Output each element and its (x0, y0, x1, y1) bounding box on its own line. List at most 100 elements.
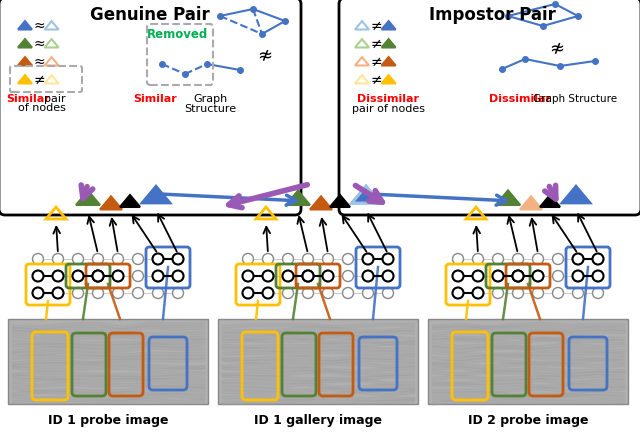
Circle shape (152, 270, 163, 282)
Circle shape (113, 270, 124, 282)
Circle shape (362, 270, 374, 282)
Polygon shape (562, 186, 590, 203)
Circle shape (173, 253, 184, 264)
Text: Graph Structure: Graph Structure (533, 94, 617, 104)
Polygon shape (381, 39, 396, 47)
Circle shape (342, 287, 353, 299)
Circle shape (33, 253, 44, 264)
Circle shape (282, 270, 294, 282)
Circle shape (33, 270, 44, 282)
Circle shape (93, 270, 104, 282)
Text: ≠: ≠ (370, 19, 382, 33)
Polygon shape (120, 195, 140, 207)
Text: ≠: ≠ (33, 73, 45, 87)
Circle shape (573, 270, 584, 282)
Circle shape (362, 253, 374, 264)
Circle shape (383, 270, 394, 282)
Circle shape (113, 270, 124, 282)
Circle shape (93, 287, 104, 299)
Circle shape (282, 253, 294, 264)
Text: Dissimilar: Dissimilar (489, 94, 551, 104)
Circle shape (452, 287, 463, 299)
Polygon shape (18, 39, 32, 47)
Circle shape (383, 253, 394, 264)
Polygon shape (310, 196, 332, 210)
Circle shape (513, 270, 524, 282)
Text: Similar: Similar (133, 94, 177, 104)
Circle shape (72, 253, 83, 264)
Circle shape (493, 287, 504, 299)
Circle shape (72, 270, 83, 282)
FancyBboxPatch shape (339, 0, 640, 215)
Text: ID 2 probe image: ID 2 probe image (468, 414, 588, 427)
Circle shape (362, 287, 374, 299)
Polygon shape (496, 191, 520, 205)
Polygon shape (381, 21, 396, 30)
Circle shape (33, 270, 44, 282)
Circle shape (282, 270, 294, 282)
Circle shape (173, 270, 184, 282)
Circle shape (362, 253, 374, 264)
Text: pair of nodes: pair of nodes (351, 104, 424, 114)
Circle shape (93, 270, 104, 282)
Circle shape (282, 287, 294, 299)
Polygon shape (330, 195, 350, 207)
Text: Dissimilar: Dissimilar (357, 94, 419, 104)
Bar (8, 319, 208, 404)
Circle shape (243, 253, 253, 264)
Circle shape (303, 270, 314, 282)
Circle shape (52, 287, 63, 299)
Circle shape (113, 287, 124, 299)
Circle shape (303, 270, 314, 282)
Circle shape (303, 253, 314, 264)
Circle shape (303, 270, 314, 282)
Text: ≠: ≠ (370, 55, 382, 69)
Circle shape (452, 270, 463, 282)
Circle shape (383, 270, 394, 282)
Circle shape (243, 287, 253, 299)
Circle shape (152, 253, 163, 264)
Circle shape (323, 253, 333, 264)
Circle shape (52, 287, 63, 299)
Circle shape (493, 270, 504, 282)
Circle shape (573, 253, 584, 264)
Circle shape (593, 270, 604, 282)
Circle shape (552, 253, 563, 264)
Circle shape (52, 253, 63, 264)
Text: pair: pair (44, 94, 66, 104)
Circle shape (493, 253, 504, 264)
Text: ≠: ≠ (370, 37, 382, 51)
Circle shape (513, 253, 524, 264)
Polygon shape (100, 196, 122, 210)
FancyBboxPatch shape (0, 0, 301, 215)
Circle shape (593, 253, 604, 264)
Circle shape (513, 270, 524, 282)
Circle shape (472, 270, 483, 282)
Circle shape (383, 287, 394, 299)
Circle shape (452, 253, 463, 264)
Text: Removed: Removed (147, 28, 209, 41)
Polygon shape (496, 191, 520, 205)
Circle shape (243, 270, 253, 282)
Circle shape (593, 270, 604, 282)
Circle shape (573, 287, 584, 299)
Circle shape (593, 253, 604, 264)
Text: Genuine Pair: Genuine Pair (90, 6, 210, 24)
Text: Similar: Similar (6, 94, 50, 104)
Bar (428, 319, 628, 404)
Circle shape (383, 253, 394, 264)
Circle shape (72, 287, 83, 299)
Circle shape (52, 270, 63, 282)
Circle shape (262, 287, 273, 299)
Text: ≠: ≠ (370, 73, 382, 87)
Text: ID 1 probe image: ID 1 probe image (48, 414, 168, 427)
Circle shape (152, 287, 163, 299)
Polygon shape (352, 186, 380, 203)
Circle shape (472, 253, 483, 264)
Circle shape (262, 253, 273, 264)
Circle shape (173, 270, 184, 282)
Circle shape (33, 287, 44, 299)
Polygon shape (381, 75, 396, 83)
Circle shape (262, 287, 273, 299)
Polygon shape (520, 196, 542, 210)
